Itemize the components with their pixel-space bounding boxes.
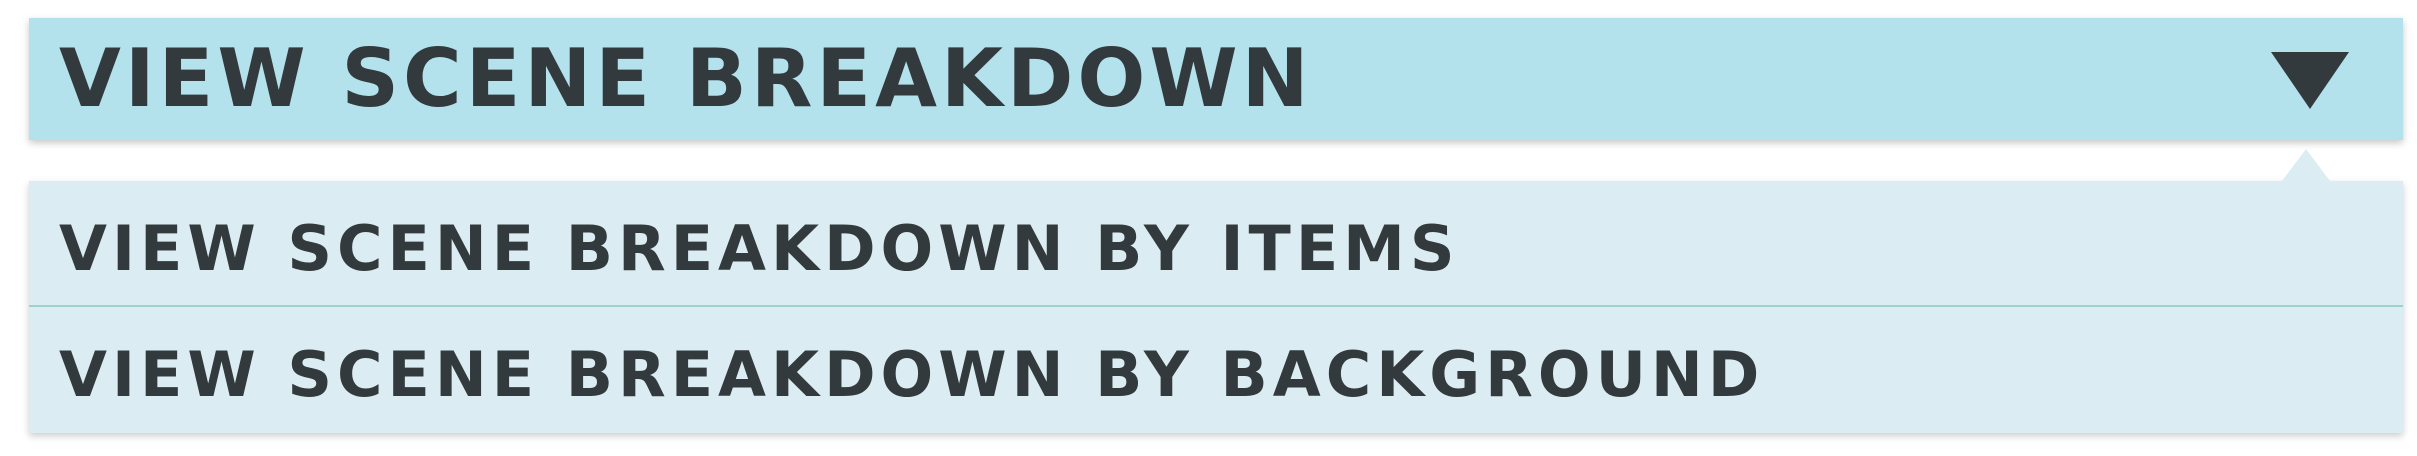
menu-item-by-items[interactable]: VIEW SCENE BREAKDOWN BY ITEMS — [29, 181, 2403, 307]
dropdown-label: VIEW SCENE BREAKDOWN — [59, 32, 1313, 125]
dropdown-menu: VIEW SCENE BREAKDOWN BY ITEMS VIEW SCENE… — [29, 149, 2403, 433]
scene-breakdown-dropdown[interactable]: VIEW SCENE BREAKDOWN — [29, 18, 2403, 140]
menu-item-label: VIEW SCENE BREAKDOWN BY BACKGROUND — [59, 338, 1765, 411]
menu-item-label: VIEW SCENE BREAKDOWN BY ITEMS — [59, 212, 1460, 285]
menu-pointer — [2282, 149, 2330, 181]
menu-item-by-background[interactable]: VIEW SCENE BREAKDOWN BY BACKGROUND — [29, 307, 2403, 433]
triangle-down-icon[interactable] — [2271, 52, 2349, 109]
